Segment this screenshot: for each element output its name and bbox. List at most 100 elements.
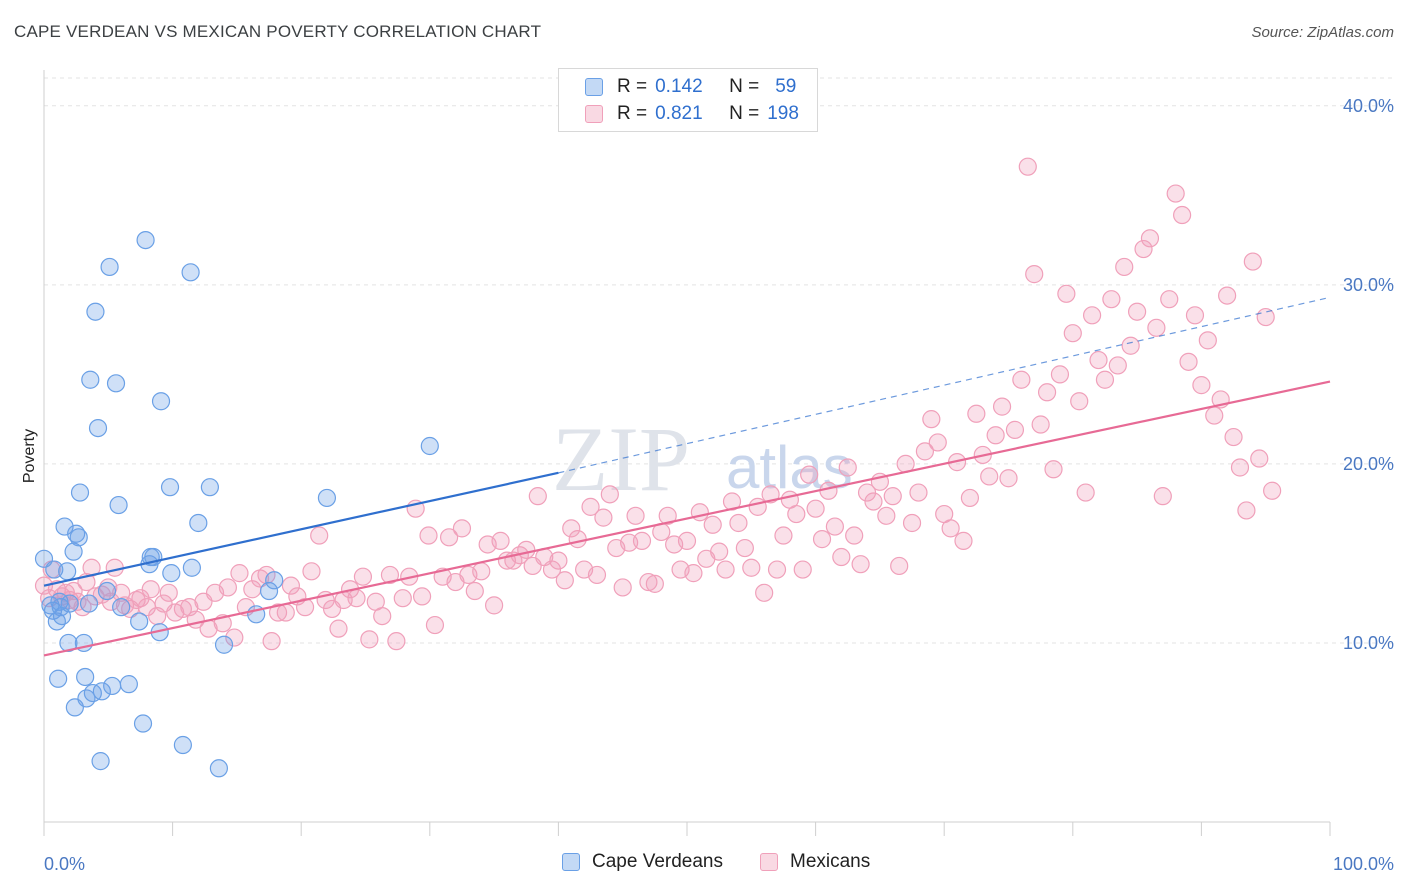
mexican-point (262, 632, 281, 651)
mexican-point (902, 513, 922, 533)
mexican-point (1031, 415, 1050, 434)
cape-verdean-point (420, 436, 439, 456)
mexican-point (1166, 184, 1185, 203)
mexican-point (1192, 376, 1211, 395)
mexican-point (1095, 370, 1115, 389)
mexican-point (329, 619, 348, 638)
mexican-point (1160, 290, 1179, 309)
mexican-point (380, 565, 400, 585)
mexican-point (1185, 306, 1205, 325)
cape-verdean-point (162, 564, 181, 583)
mexican-point (1224, 427, 1243, 447)
mexican-point (703, 515, 722, 534)
mexican-point (1127, 302, 1147, 321)
mexican-point (1018, 157, 1037, 176)
cape-verdean-point (91, 752, 110, 771)
cape-verdeans-swatch (585, 78, 603, 96)
mexican-point (92, 585, 111, 604)
mexican-point (922, 410, 941, 429)
mexican-point (1173, 205, 1192, 225)
mexican-point (141, 580, 160, 599)
mexican-point (517, 540, 536, 559)
cape-verdean-point (83, 683, 102, 703)
stats-legend: R = 0.142 N = 59 R = 0.821 N = 198 (558, 68, 818, 132)
mexican-point (639, 572, 658, 592)
legend-label: Cape Verdeans (592, 851, 723, 872)
legend-item-mexicans[interactable]: Mexicans (760, 851, 870, 873)
cape-verdean-point (103, 676, 122, 696)
mexican-point (101, 592, 120, 611)
mexican-point (710, 542, 729, 561)
mexican-point (1134, 239, 1153, 259)
cape-verdean-point (106, 374, 126, 393)
mexican-point (1243, 252, 1262, 271)
cape-verdean-point (130, 612, 149, 631)
mexican-point (992, 397, 1012, 416)
cape-verdean-point (58, 562, 77, 581)
y-tick-label: 10.0% (1343, 633, 1394, 653)
cape-verdean-point (70, 483, 90, 502)
mexican-point (568, 530, 587, 549)
legend-item-cape-verdeans[interactable]: Cape Verdeans (562, 851, 723, 873)
mexican-point (1250, 449, 1269, 468)
mexicans-swatch (585, 105, 603, 123)
cape-verdean-point (88, 418, 108, 438)
mexican-point (909, 483, 928, 502)
mexican-point (353, 567, 373, 586)
cape-verdean-point (49, 669, 68, 688)
y-tick-label: 20.0% (1343, 454, 1394, 474)
mexican-point (1147, 318, 1166, 337)
mexican-point (491, 531, 510, 550)
mexican-point (302, 562, 321, 581)
mexican-point (452, 519, 472, 538)
cape-verdean-point (100, 257, 119, 277)
axes (43, 70, 1331, 836)
mexican-point (218, 578, 237, 597)
mexican-point (1057, 284, 1076, 303)
mexican-point (960, 488, 980, 508)
mexican-point (1037, 383, 1057, 402)
cape-verdean-point (173, 735, 192, 755)
mexican-point (1256, 307, 1275, 327)
mexican-point (373, 606, 392, 626)
r-value: 0.142 (655, 76, 703, 97)
mexican-point (549, 551, 568, 570)
watermark-atlas: atlas (726, 434, 853, 501)
mexican-point (393, 589, 412, 608)
cape-verdean-point (97, 581, 117, 601)
mexican-point (890, 556, 909, 576)
mexican-point (562, 519, 581, 538)
mexican-point (793, 560, 812, 579)
mexican-point (1025, 265, 1044, 284)
mexican-point (748, 497, 767, 516)
mexican-point (295, 598, 315, 617)
mexican-point (528, 487, 547, 506)
mexican-point (439, 528, 459, 547)
x-tick-label: 0.0% (44, 854, 85, 874)
mexican-point (1198, 331, 1217, 350)
mexican-point (787, 504, 806, 524)
mexican-point (986, 426, 1005, 445)
watermark-zip: ZIP (552, 408, 690, 510)
mexican-point (677, 531, 697, 550)
tick-labels: 10.0% 20.0% 30.0% 40.0% 0.0% 100.0% (44, 96, 1394, 874)
mexican-point (864, 492, 883, 511)
mexican-point (877, 506, 896, 525)
mexican-point (225, 628, 244, 647)
mexican-point (555, 571, 574, 590)
source-label: Source: ZipAtlas.com (1251, 24, 1394, 41)
mexican-point (465, 581, 484, 601)
mexican-point (1050, 365, 1070, 384)
mexican-point (954, 531, 973, 550)
watermark: ZIP atlas (552, 408, 853, 510)
mexican-point (1140, 229, 1160, 248)
cape-verdean-point (112, 598, 131, 617)
y-tick-label: 40.0% (1343, 96, 1394, 116)
mexican-point (1102, 290, 1121, 309)
cape-verdean-trend-line (43, 471, 559, 587)
cape-verdean-point (136, 230, 155, 250)
mexican-point (1115, 257, 1134, 277)
mexican-point (883, 487, 902, 506)
mexican-point (761, 485, 780, 504)
